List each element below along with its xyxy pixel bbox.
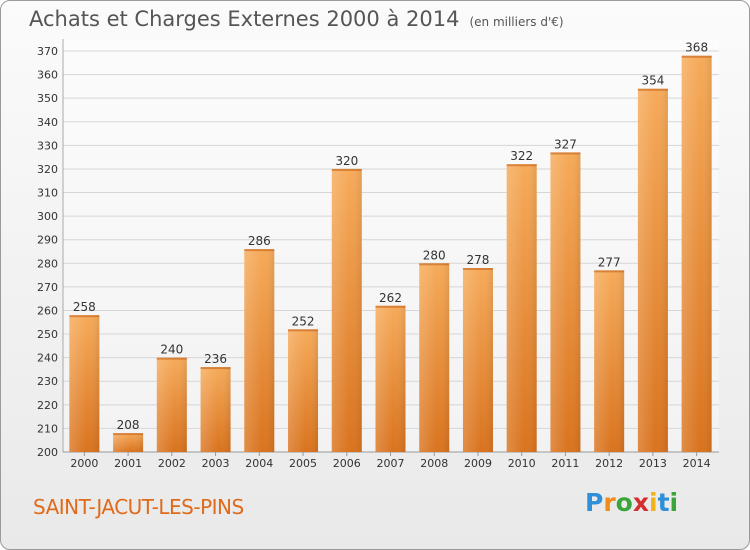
y-tick-label: 200	[37, 446, 58, 459]
logo-letter: o	[615, 488, 633, 517]
y-tick-label: 210	[37, 422, 58, 435]
bar-value-label: 262	[379, 291, 402, 305]
bar-top-edge	[113, 433, 144, 436]
x-tick-label: 2005	[289, 457, 317, 470]
logo-letter: x	[632, 488, 649, 517]
chart-title: Achats et Charges Externes 2000 à 2014 (e…	[29, 7, 564, 31]
x-tick-label: 2008	[420, 457, 448, 470]
bar-value-label: 320	[335, 154, 358, 168]
bar-value-label: 258	[73, 300, 96, 314]
bar-top-edge	[550, 152, 581, 155]
bar-value-label: 240	[160, 343, 183, 357]
logo-letter: i	[669, 488, 679, 517]
x-tick-label: 2010	[508, 457, 536, 470]
y-tick-label: 280	[37, 257, 58, 270]
bar-shade	[681, 55, 712, 452]
x-tick-label: 2012	[595, 457, 623, 470]
bar-value-label: 368	[685, 41, 708, 55]
chart-subtitle: (en milliers d'€)	[469, 15, 564, 29]
bar-top-edge	[375, 305, 406, 308]
bar-shade	[419, 263, 450, 452]
y-tick-label: 240	[37, 352, 58, 365]
bar-value-label: 280	[423, 248, 446, 262]
bar-shade	[550, 152, 581, 452]
bar-value-label: 327	[554, 137, 577, 151]
bar-top-edge	[419, 263, 450, 266]
bar-shade	[331, 168, 362, 453]
bar-value-label: 286	[248, 234, 271, 248]
y-tick-label: 350	[37, 92, 58, 105]
bar-value-label: 322	[510, 149, 533, 163]
bar-value-label: 208	[117, 418, 140, 432]
y-tick-label: 330	[37, 139, 58, 152]
x-tick-label: 2004	[245, 457, 273, 470]
y-tick-label: 270	[37, 281, 58, 294]
y-tick-label: 300	[37, 210, 58, 223]
bar-value-label: 278	[467, 253, 490, 267]
bar-value-label: 354	[641, 74, 664, 88]
bar-top-edge	[594, 270, 625, 273]
bar-shade	[244, 249, 275, 452]
bar-top-edge	[462, 268, 493, 271]
x-tick-label: 2002	[158, 457, 186, 470]
bar-shade	[156, 357, 187, 452]
y-tick-label: 320	[37, 163, 58, 176]
x-tick-label: 2013	[639, 457, 667, 470]
bar-shade	[594, 270, 625, 452]
bar-value-label: 236	[204, 352, 227, 366]
y-tick-label: 220	[37, 399, 58, 412]
y-tick-label: 260	[37, 304, 58, 317]
bar-top-edge	[156, 357, 187, 360]
bar-top-edge	[681, 55, 712, 58]
bar-top-edge	[331, 168, 362, 171]
location-label: SAINT-JACUT-LES-PINS	[33, 495, 244, 519]
bar-shade	[462, 268, 493, 452]
logo-letter: t	[657, 488, 670, 517]
bar-value-label: 277	[598, 255, 621, 269]
bar-shade	[375, 305, 406, 452]
chart-title-text: Achats et Charges Externes 2000 à 2014	[29, 7, 460, 31]
bar-top-edge	[69, 315, 100, 318]
logo-letter: i	[649, 488, 658, 517]
bar-shade	[200, 367, 231, 452]
bar-top-edge	[288, 329, 319, 332]
x-tick-label: 2000	[70, 457, 98, 470]
y-tick-label: 360	[37, 69, 58, 82]
x-tick-label: 2006	[333, 457, 361, 470]
y-tick-label: 230	[37, 375, 58, 388]
x-tick-label: 2011	[551, 457, 579, 470]
bar-value-label: 252	[292, 314, 315, 328]
bar-shade	[113, 433, 144, 452]
y-tick-label: 340	[37, 116, 58, 129]
bar-shade	[637, 88, 668, 452]
x-tick-label: 2007	[377, 457, 405, 470]
logo-letter: r	[603, 488, 616, 517]
bar-shade	[69, 315, 100, 452]
x-tick-label: 2014	[683, 457, 711, 470]
bar-top-edge	[506, 164, 537, 167]
proxiti-logo: Proxiti	[585, 488, 678, 517]
y-tick-label: 310	[37, 187, 58, 200]
y-tick-label: 290	[37, 234, 58, 247]
bar-shade	[288, 329, 319, 452]
x-tick-label: 2009	[464, 457, 492, 470]
y-tick-label: 370	[37, 45, 58, 58]
x-tick-label: 2003	[202, 457, 230, 470]
bar-top-edge	[637, 88, 668, 91]
y-tick-label: 250	[37, 328, 58, 341]
x-tick-label: 2001	[114, 457, 142, 470]
bar-shade	[506, 164, 537, 453]
logo-letter: P	[585, 488, 604, 517]
bar-top-edge	[244, 249, 275, 252]
bar-top-edge	[200, 367, 231, 370]
